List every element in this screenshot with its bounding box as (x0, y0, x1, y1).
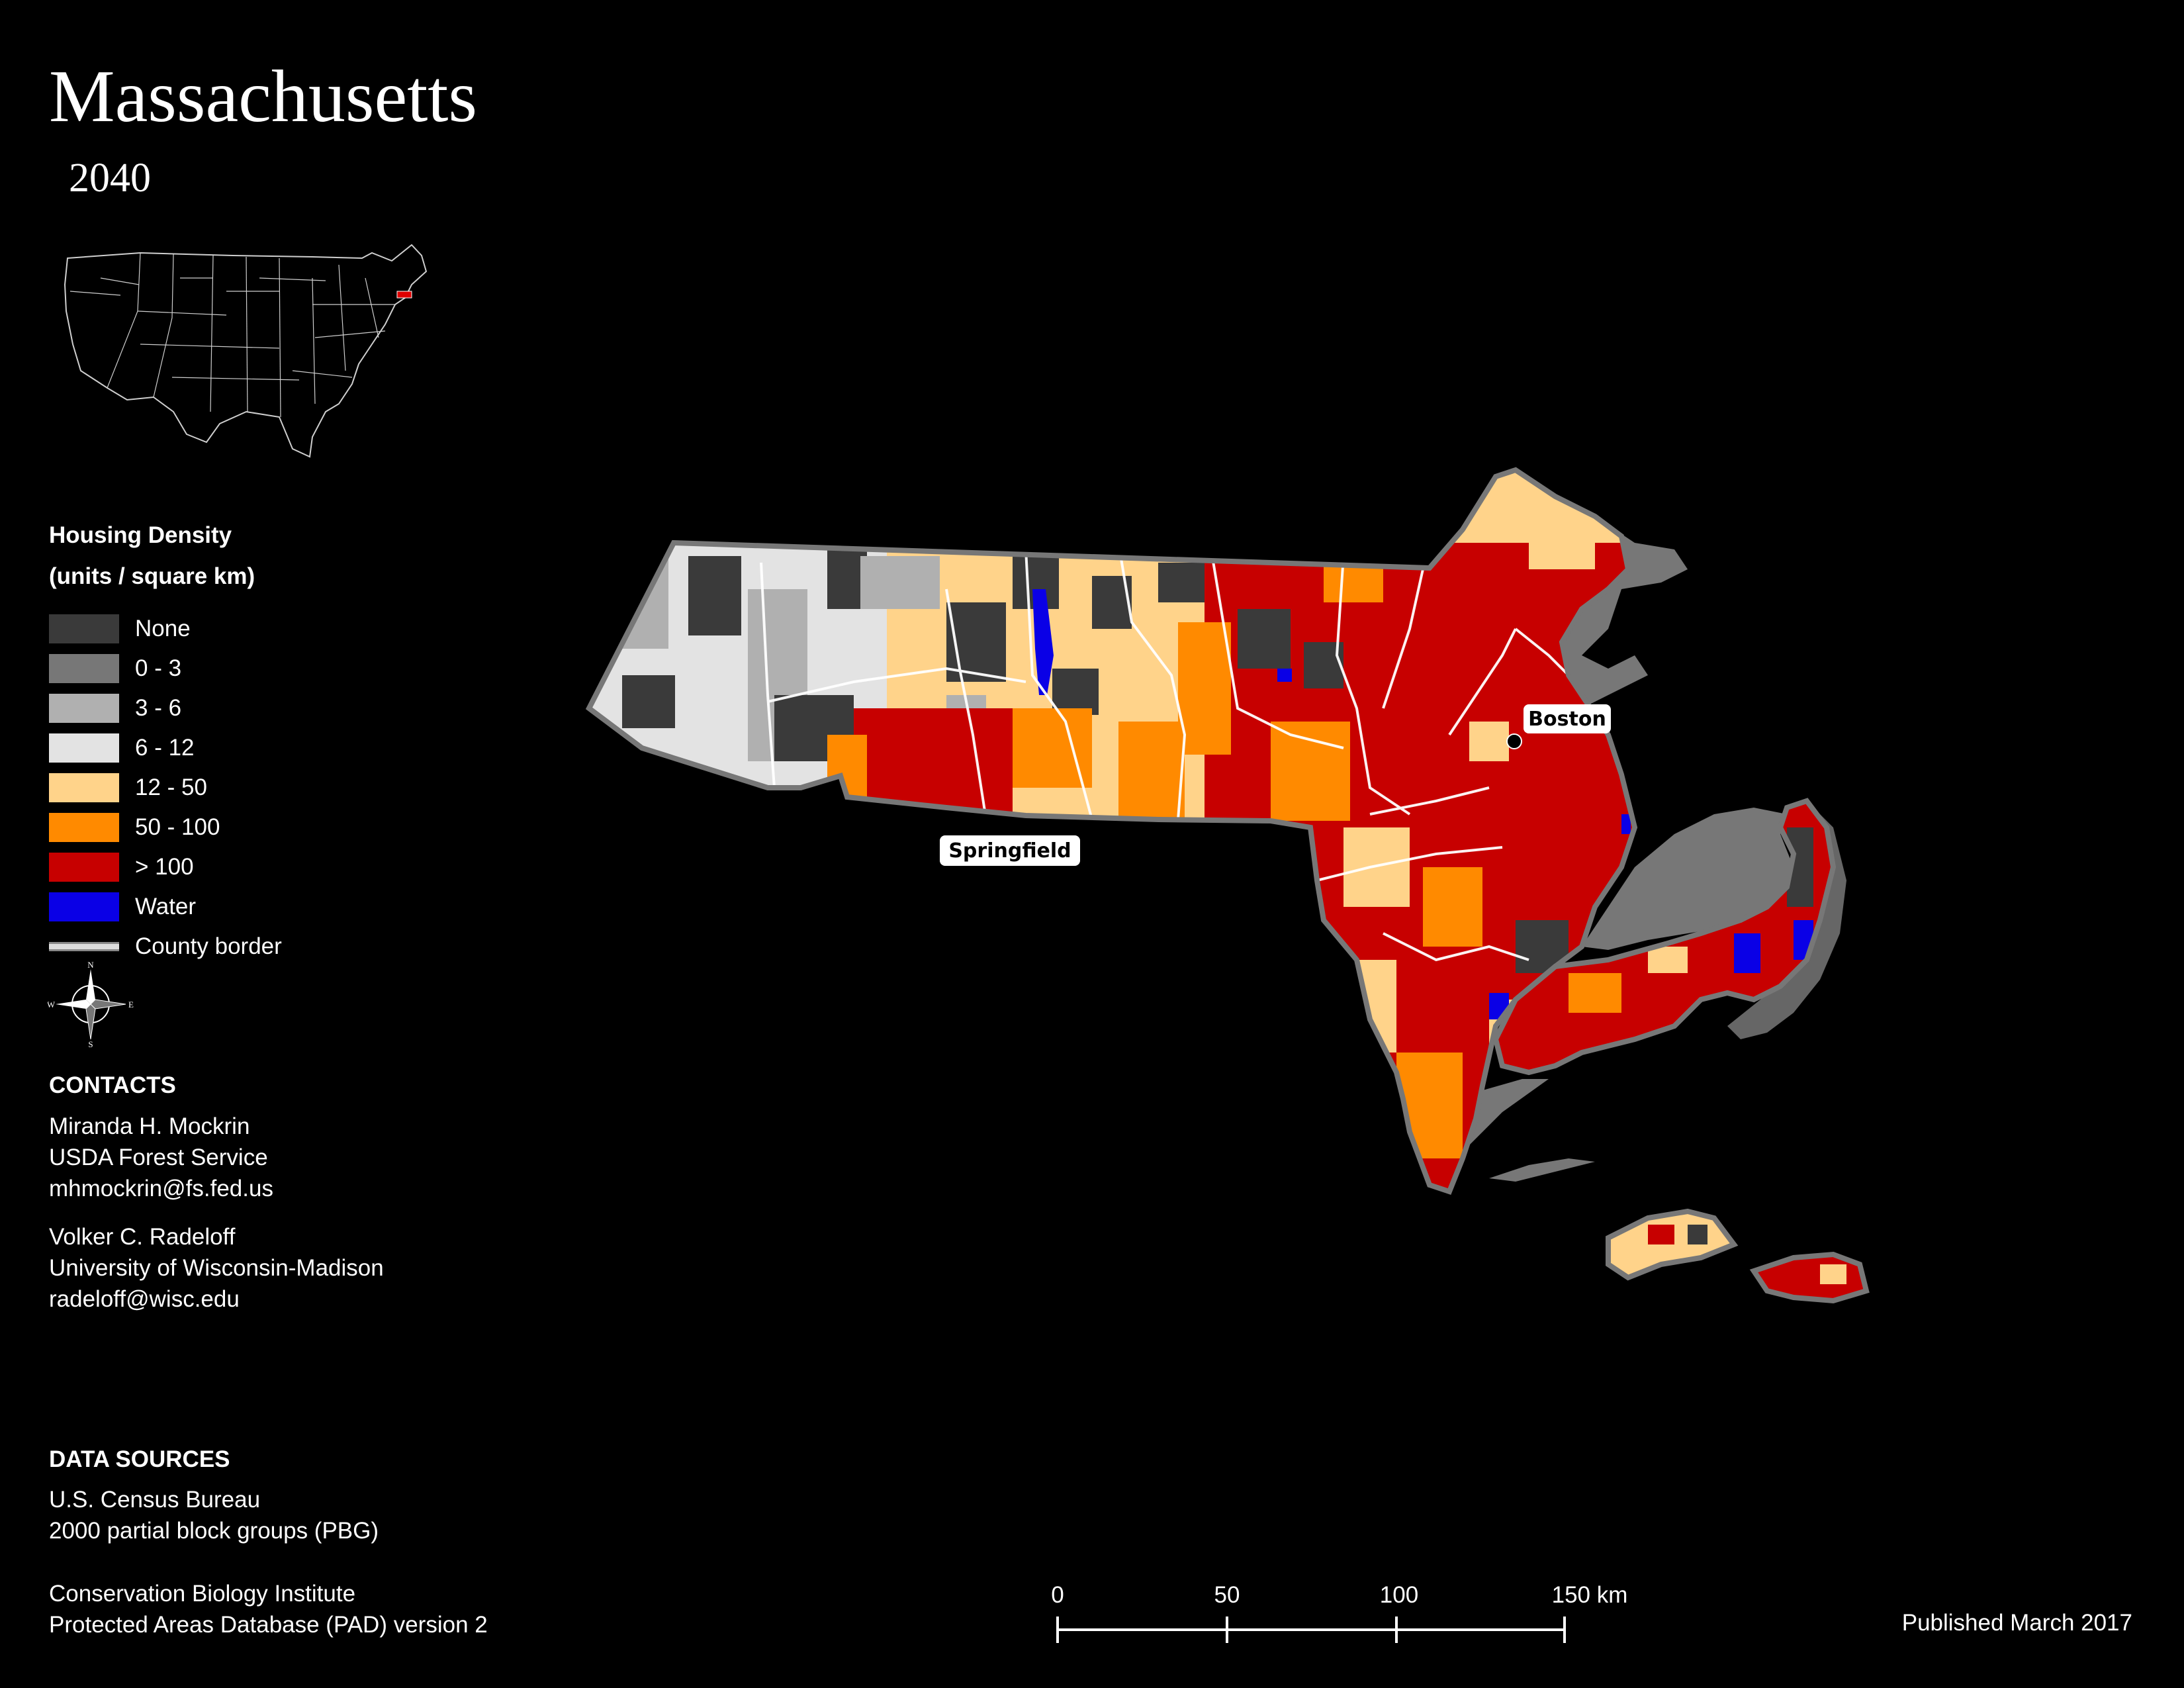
legend-item-over-100: > 100 (49, 847, 282, 887)
city-boston: Boston (1506, 704, 1611, 749)
legend-label: 12 - 50 (135, 774, 207, 800)
housing-density-map: Boston Springfield (585, 467, 1870, 1304)
legend-units: (units / square km) (49, 563, 255, 589)
city-label: Springfield (948, 839, 1071, 863)
data-source-line: U.S. Census Bureau (49, 1487, 261, 1513)
legend-item-county-border: County border (49, 927, 282, 966)
legend-swatch-line (49, 942, 119, 951)
legend-swatch (49, 892, 119, 921)
contact-email: mhmockrin@fs.fed.us (49, 1176, 273, 1201)
published-date: Published March 2017 (1901, 1610, 2132, 1636)
contact-org: USDA Forest Service (49, 1145, 268, 1170)
legend-label: > 100 (135, 854, 194, 880)
nantucket (1749, 1251, 1870, 1304)
legend-label: None (135, 616, 191, 641)
map-subtitle-year: 2040 (69, 156, 151, 201)
scale-tick (1395, 1617, 1398, 1643)
legend-title: Housing Density (49, 522, 232, 548)
legend-label: 0 - 3 (135, 655, 182, 681)
legend: Housing Density (units / square km) None… (49, 515, 282, 966)
city-springfield: Springfield (923, 835, 1080, 888)
legend-label: 6 - 12 (135, 735, 195, 761)
legend-item-3-6: 3 - 6 (49, 688, 282, 728)
data-source-cbi: Conservation Biology Institute Protected… (49, 1578, 488, 1640)
legend-swatch (49, 773, 119, 802)
cape-outline (1492, 798, 1837, 1076)
legend-swatch (49, 614, 119, 643)
cape-cod-bay (1582, 808, 1794, 950)
contact-name: Miranda H. Mockrin (49, 1113, 250, 1139)
scale-label: 150 km (1551, 1582, 1628, 1608)
compass-n: N (87, 961, 94, 970)
data-source-census: U.S. Census Bureau 2000 partial block gr… (49, 1484, 379, 1546)
scale-label: 100 (1379, 1582, 1419, 1608)
legend-item-12-50: 12 - 50 (49, 768, 282, 808)
state-outline (585, 467, 1638, 1195)
data-source-line: Conservation Biology Institute (49, 1581, 356, 1607)
legend-swatch (49, 733, 119, 763)
scale-line (1058, 1628, 1565, 1631)
scale-label: 50 (1214, 1582, 1240, 1608)
contact-person-1: Miranda H. Mockrin USDA Forest Service m… (49, 1111, 273, 1204)
compass-e: E (128, 1000, 134, 1009)
legend-item-water: Water (49, 887, 282, 927)
legend-label: County border (135, 933, 282, 959)
us-outline (64, 244, 428, 458)
scale-label: 0 (1051, 1582, 1064, 1608)
legend-items: None 0 - 3 3 - 6 6 - 12 12 - 50 50 - 100… (49, 609, 282, 966)
contacts-heading: CONTACTS (49, 1072, 176, 1098)
data-source-line: 2000 partial block groups (PBG) (49, 1518, 379, 1544)
contact-name: Volker C. Radeloff (49, 1224, 236, 1250)
legend-swatch (49, 813, 119, 842)
legend-item-50-100: 50 - 100 (49, 808, 282, 847)
us-locator-inset-map (64, 244, 428, 458)
legend-label: 50 - 100 (135, 814, 220, 840)
scale-tick (1563, 1617, 1566, 1643)
legend-item-0-3: 0 - 3 (49, 649, 282, 688)
legend-swatch (49, 654, 119, 683)
legend-item-none: None (49, 609, 282, 649)
city-label: Boston (1528, 708, 1606, 731)
state-borders (69, 252, 395, 418)
map-title: Massachusetts (49, 56, 478, 138)
compass-rose-icon: N S E W (48, 961, 134, 1047)
legend-label: 3 - 6 (135, 695, 182, 721)
contact-person-2: Volker C. Radeloff University of Wiscons… (49, 1221, 384, 1315)
legend-swatch (49, 694, 119, 723)
massachusetts-highlight (396, 291, 412, 299)
compass-w: W (48, 1000, 56, 1009)
elizabeth-islands (1489, 1158, 1595, 1182)
data-sources-heading: DATA SOURCES (49, 1446, 230, 1472)
legend-swatch (49, 853, 119, 882)
scale-tick (1056, 1617, 1059, 1643)
legend-item-6-12: 6 - 12 (49, 728, 282, 768)
legend-label: Water (135, 894, 197, 919)
compass-s: S (88, 1039, 93, 1047)
north-shore-bay (1562, 516, 1688, 708)
contact-org: University of Wisconsin-Madison (49, 1255, 384, 1281)
scale-bar: 0 50 100 150 km (1051, 1582, 1627, 1643)
contact-email: radeloff@wisc.edu (49, 1286, 240, 1312)
scale-tick (1226, 1617, 1228, 1643)
data-source-line: Protected Areas Database (PAD) version 2 (49, 1612, 488, 1638)
